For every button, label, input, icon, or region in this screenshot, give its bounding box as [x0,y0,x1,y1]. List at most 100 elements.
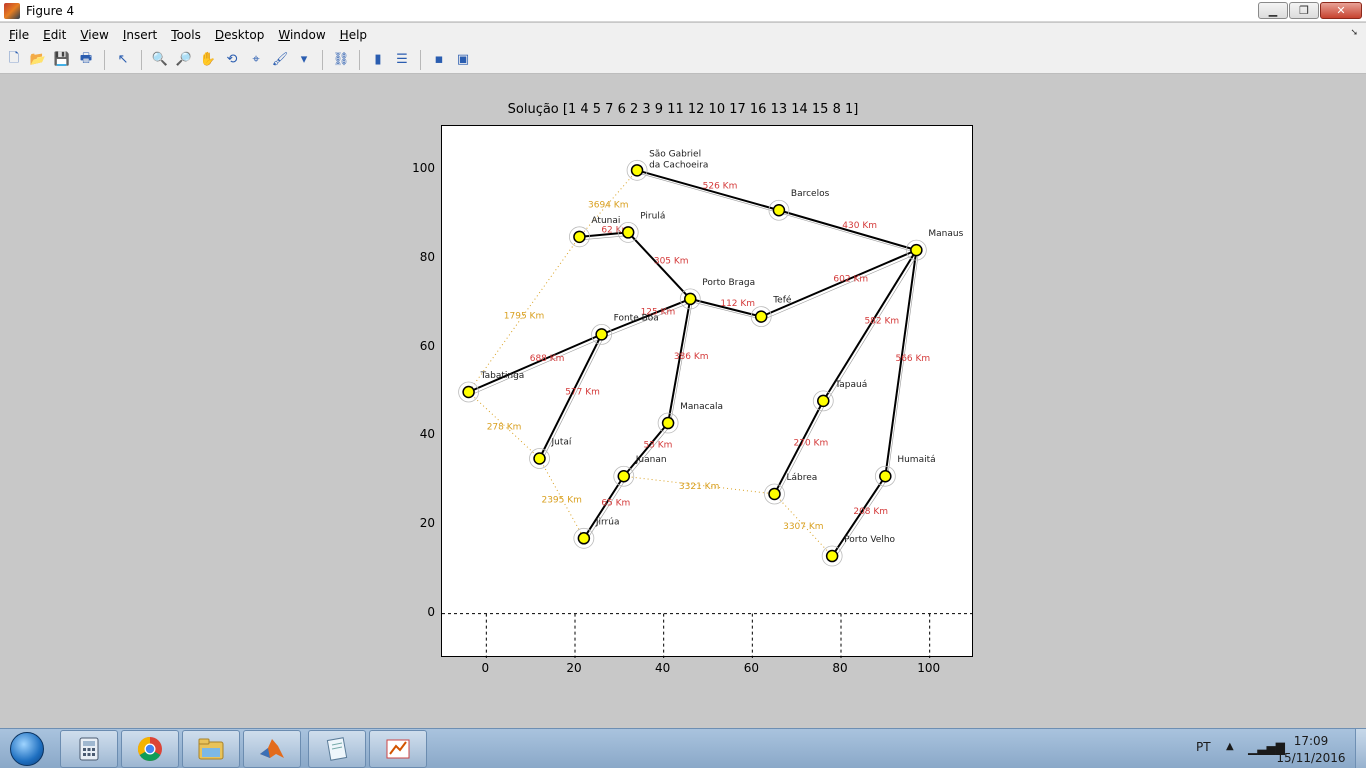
matlab-icon [260,739,284,758]
taskbar-figure[interactable] [369,730,427,768]
node-halo [768,199,790,221]
new-figure-icon[interactable]: 🗋 [8,50,20,66]
start-button[interactable] [4,731,50,767]
hide-plot-tools-icon[interactable]: ▪ [434,52,444,67]
node-marker [595,328,608,341]
show-desktop-button[interactable] [1355,729,1366,768]
menu-insert[interactable]: Insert [122,27,158,42]
minimize-button[interactable]: ▁ [1258,2,1288,19]
node-marker [768,487,781,501]
route-edge-label: 526 Km [703,181,738,191]
maximize-button[interactable]: ❐ [1289,2,1319,19]
route-edge-label: 602 Km [833,274,868,284]
open-file-icon[interactable]: 📂 [29,52,47,67]
data-cursor-icon[interactable]: ⌖ [252,52,260,67]
save-icon[interactable]: 💾 [53,52,71,67]
node-marker [817,394,830,408]
insert-legend-icon[interactable]: ☰ [396,52,408,67]
insert-colorbar-icon[interactable]: ▮ [374,52,382,67]
route-edge-line [468,333,602,393]
tray-expand-icon[interactable]: ▲ [1226,741,1234,752]
rotate-3d-icon[interactable]: ⟲ [226,52,238,67]
node-halo [679,288,701,310]
route-edge-label: 582 Km [864,317,899,327]
node-label: Atunai [591,216,620,226]
network-signal-icon[interactable]: ▁▃▅▇ [1248,741,1285,755]
show-plot-tools-icon[interactable]: ▣ [456,52,470,67]
edit-plot-arrow-icon[interactable]: ↖ [117,52,129,67]
taskbar-explorer[interactable] [182,730,240,768]
node-label: Fonte Boa [614,313,659,323]
zoom-out-icon[interactable]: 🔎 [175,52,193,67]
node-marker [825,549,839,563]
route-edge-label: 112 Km [720,299,755,309]
taskbar-notepad[interactable] [308,730,366,768]
route-edge-shadow [638,173,782,214]
taskbar-calculator[interactable] [60,730,118,768]
x-tick-label: 20 [566,661,582,675]
language-indicator[interactable]: PT [1196,740,1211,754]
menu-tools[interactable]: Tools [171,27,201,42]
route-edge-line [822,249,918,402]
pan-hand-icon[interactable]: ✋ [199,52,217,67]
menu-file[interactable]: File [9,27,30,42]
long-edge-label: 278 Km [487,422,522,432]
brush-dropdown-icon[interactable]: ▾ [300,52,308,67]
x-tick-label: 0 [481,661,490,675]
node-label: Jirrúa [595,517,620,527]
x-tick-label: 100 [917,661,941,675]
zoom-in-icon[interactable]: 🔍 [151,52,169,67]
plot-axes[interactable]: 3694 Km 1795 Km 278 Km 2395 Km 3321 Km 3307 K… [441,125,974,658]
node-marker [879,469,892,483]
route-edge-shadow [625,425,671,480]
node-label: Juanan [635,455,667,465]
route-edge-line [579,231,629,238]
long-edge-label: 1795 Km [504,311,544,321]
long-edge-label: 3694 Km [588,201,628,211]
long-edge-line [539,458,585,539]
chrome-icon [137,737,162,762]
route-edge-shadow [603,301,693,338]
toolbar-separator [322,49,323,70]
route-edge-label: 305 Km [654,257,689,267]
menu-desktop[interactable]: Desktop [214,27,265,42]
route-edge-line [773,400,825,495]
route-edge-shadow [585,479,627,542]
route-edge-shadow [776,403,826,498]
close-button[interactable]: ✕ [1320,2,1362,19]
menu-help[interactable]: Help [339,27,368,42]
node-halo [529,448,550,469]
menu-window[interactable]: Window [278,27,326,42]
long-edge-label: 3307 Km [783,522,823,532]
link-plot-icon[interactable]: ⛓ [332,52,350,67]
notepad-icon [326,737,348,761]
brush-icon[interactable]: 🖌 [271,52,289,67]
node-label: Tefé [772,295,792,306]
route-edge-shadow [887,253,919,480]
x-tick-label: 40 [655,661,671,675]
node-halo [458,381,480,403]
window-titlebar[interactable]: Figure 4 ▁ ❐ ✕ [0,0,1366,22]
route-edge-shadow [780,212,919,254]
menu-edit[interactable]: Edit [43,27,67,42]
route-edge-label: 566 Km [895,354,930,364]
node-halo [821,545,843,567]
dock-figure-icon[interactable]: ➘ [1350,28,1358,38]
print-icon[interactable]: 🖶 [79,50,93,66]
node-label: Porto Velho [844,535,895,545]
clock-date[interactable]: 15/11/2016 [1276,751,1346,765]
taskbar-matlab[interactable] [243,730,301,768]
node-marker [684,292,697,306]
toolbar-separator [141,49,142,70]
node-marker [617,469,631,483]
menu-view[interactable]: View [80,27,109,42]
route-edge-line [636,169,780,212]
taskbar-chrome[interactable] [121,730,179,768]
clock-time[interactable]: 17:09 [1293,734,1329,748]
figure-toolbar: 🗋 📂 💾 🖶 ↖ 🔍 🔎 ✋ ⟲ ⌖ 🖌 ▾ ⛓ ▮ ☰ ▪ ▣ [0,46,1366,74]
figure-icon [386,739,410,759]
node-marker [573,230,586,244]
route-edge-label: 577 Km [565,387,600,397]
long-edge-label: 3321 Km [679,482,719,492]
route-edge-line [601,297,691,336]
